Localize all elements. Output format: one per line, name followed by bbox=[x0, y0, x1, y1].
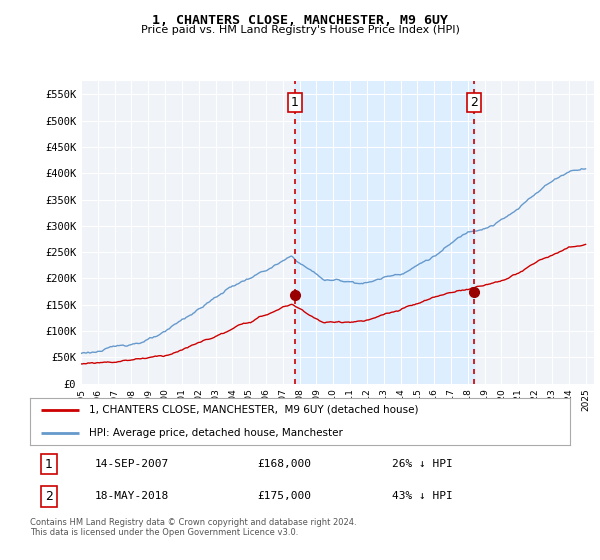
Text: 43% ↓ HPI: 43% ↓ HPI bbox=[392, 491, 452, 501]
Text: HPI: Average price, detached house, Manchester: HPI: Average price, detached house, Manc… bbox=[89, 428, 343, 438]
Text: 18-MAY-2018: 18-MAY-2018 bbox=[95, 491, 169, 501]
Text: 2: 2 bbox=[45, 490, 53, 503]
Text: £175,000: £175,000 bbox=[257, 491, 311, 501]
Bar bbox=[295, 81, 474, 384]
Text: 26% ↓ HPI: 26% ↓ HPI bbox=[392, 459, 452, 469]
Text: 1, CHANTERS CLOSE, MANCHESTER,  M9 6UY (detached house): 1, CHANTERS CLOSE, MANCHESTER, M9 6UY (d… bbox=[89, 404, 419, 414]
Text: Contains HM Land Registry data © Crown copyright and database right 2024.
This d: Contains HM Land Registry data © Crown c… bbox=[30, 518, 356, 538]
Text: £168,000: £168,000 bbox=[257, 459, 311, 469]
Text: 1, CHANTERS CLOSE, MANCHESTER, M9 6UY: 1, CHANTERS CLOSE, MANCHESTER, M9 6UY bbox=[152, 14, 448, 27]
Text: 14-SEP-2007: 14-SEP-2007 bbox=[95, 459, 169, 469]
Text: 1: 1 bbox=[45, 458, 53, 470]
Text: 1: 1 bbox=[291, 96, 299, 109]
Text: 2: 2 bbox=[470, 96, 478, 109]
Text: Price paid vs. HM Land Registry's House Price Index (HPI): Price paid vs. HM Land Registry's House … bbox=[140, 25, 460, 35]
